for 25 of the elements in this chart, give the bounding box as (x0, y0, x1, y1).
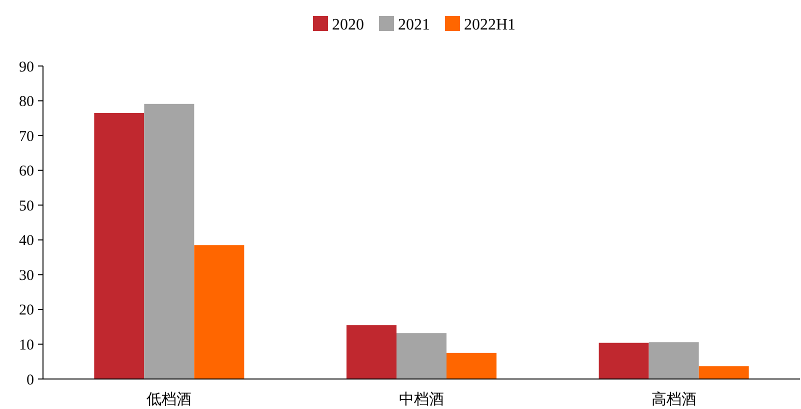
legend-label: 2020 (332, 16, 364, 34)
bar (396, 333, 446, 379)
x-tick-label: 低档酒 (146, 391, 192, 408)
y-tick-label: 30 (19, 268, 34, 284)
bar (698, 366, 749, 379)
bar (94, 112, 144, 379)
bar (346, 325, 396, 379)
y-tick-label: 50 (19, 198, 34, 214)
bar (144, 104, 194, 379)
y-tick-label: 80 (19, 94, 34, 110)
y-tick-label: 10 (19, 337, 34, 354)
x-tick-label: 高档酒 (651, 391, 696, 408)
y-tick-label: 20 (19, 302, 34, 319)
y-tick-label: 90 (19, 59, 34, 76)
bar (446, 352, 496, 379)
y-tick-label: 70 (19, 128, 34, 145)
legend-label: 2022H1 (464, 16, 516, 34)
y-tick-label: 0 (26, 372, 34, 388)
legend-label: 2021 (398, 16, 430, 34)
y-tick-label: 60 (19, 164, 34, 180)
y-tick-label: 40 (19, 233, 34, 250)
bar (598, 342, 649, 379)
bar (194, 245, 244, 379)
x-tick-label: 中档酒 (399, 391, 444, 408)
bar (648, 342, 699, 379)
